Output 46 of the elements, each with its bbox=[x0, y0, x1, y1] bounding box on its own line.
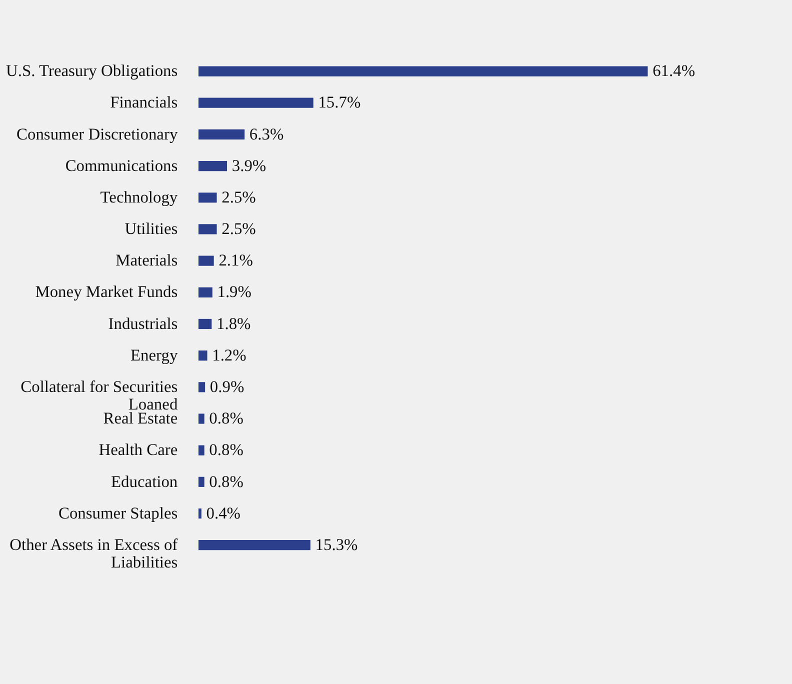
data-label: 1.9% bbox=[217, 282, 252, 302]
bar bbox=[198, 476, 204, 487]
data-label: 2.5% bbox=[222, 219, 256, 238]
bar bbox=[198, 382, 206, 392]
bar bbox=[198, 318, 212, 330]
bar bbox=[198, 445, 204, 456]
bar bbox=[198, 66, 648, 76]
y-tick-label: Utilities bbox=[124, 219, 178, 238]
y-tick-label: Consumer Discretionary bbox=[16, 124, 178, 144]
data-label: 1.2% bbox=[212, 345, 247, 364]
data-label: 0.8% bbox=[209, 408, 244, 428]
data-label: 15.7% bbox=[318, 92, 361, 112]
bar bbox=[198, 224, 217, 234]
bar bbox=[198, 160, 228, 172]
data-label: 15.3% bbox=[315, 534, 358, 554]
bar bbox=[198, 98, 314, 108]
y-tick-label: Industrials bbox=[108, 314, 178, 333]
data-label: 61.4% bbox=[652, 61, 696, 80]
bar bbox=[198, 129, 245, 140]
bar bbox=[198, 508, 202, 519]
y-tick-label: Technology bbox=[100, 187, 178, 206]
y-tick-label: U.S. Treasury Obligations bbox=[6, 61, 178, 80]
bar bbox=[198, 256, 214, 266]
data-label: 2.5% bbox=[222, 187, 256, 206]
data-label: 3.9% bbox=[232, 156, 266, 175]
bar bbox=[198, 192, 217, 203]
data-label: 0.4% bbox=[206, 503, 241, 522]
y-tick-label: Communications bbox=[65, 156, 178, 175]
data-label: 0.8% bbox=[209, 472, 244, 491]
y-tick-label: Education bbox=[111, 472, 178, 491]
y-tick-label: Consumer Staples bbox=[58, 503, 178, 522]
data-label: 0.9% bbox=[210, 376, 244, 396]
y-tick-label: Materials bbox=[116, 250, 178, 270]
bar bbox=[198, 414, 204, 424]
y-tick-label: Health Care bbox=[98, 440, 178, 460]
data-label: 1.8% bbox=[216, 314, 252, 333]
data-label: 0.8% bbox=[209, 440, 244, 460]
bar bbox=[198, 540, 310, 550]
data-label: 6.3% bbox=[249, 124, 284, 144]
y-tick-label: Money Market Funds bbox=[35, 282, 178, 302]
bar bbox=[198, 287, 212, 298]
y-tick-label: Financials bbox=[110, 92, 178, 112]
y-tick-label: Energy bbox=[130, 345, 178, 364]
data-label: 2.1% bbox=[218, 250, 254, 270]
y-tick-label: Other Assets in Excess of Liabilities bbox=[10, 534, 178, 572]
bar bbox=[198, 350, 208, 361]
